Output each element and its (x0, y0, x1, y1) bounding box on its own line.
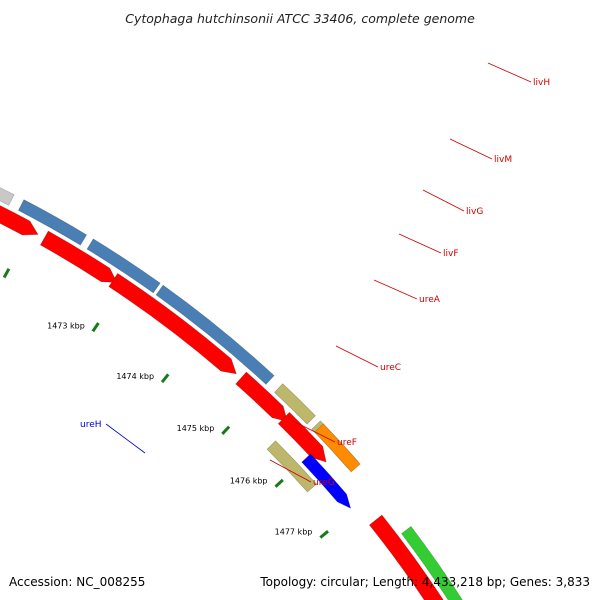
gene-labels: livH livM livG livF ureA ureC ureF ureG ureH (80, 62, 550, 488)
cog-feature[interactable] (86, 238, 161, 294)
gene-leader-line (292, 420, 336, 443)
tick-mark (221, 425, 231, 435)
gene-label-livm[interactable]: livM (494, 155, 512, 165)
gene-label-livg[interactable]: livG (466, 207, 483, 217)
cog-feature[interactable] (401, 525, 466, 600)
genome-summary-text: Topology: circular; Length: 4,433,218 bp… (259, 575, 590, 589)
gene-leader-line (269, 459, 312, 483)
feature-layer (0, 91, 466, 600)
cog-feature[interactable] (0, 151, 15, 206)
tick-mark (274, 478, 284, 488)
gene-leader-line (398, 233, 442, 254)
gene-leader-line (422, 189, 465, 212)
gene-leader-line (335, 345, 379, 368)
tick-mark (91, 322, 100, 333)
accession-text: Accession: NC_008255 (9, 575, 145, 589)
gene-label-livh[interactable]: livH (533, 78, 550, 88)
gene-leader-line (487, 62, 532, 83)
tick-label: 1473 kbp (47, 321, 85, 330)
tick-mark (160, 373, 170, 384)
gene-label-ureg[interactable]: ureG (313, 478, 335, 488)
tick-labels: 1468 kbp1469 kbp1470 kbp1471 kbp1472 kbp… (2, 268, 330, 539)
gene-leader-line (449, 138, 493, 160)
gene-leader-line (373, 279, 418, 300)
tick-label: 1476 kbp (230, 477, 268, 486)
tick-label: 1477 kbp (275, 528, 313, 537)
map-title: Cytophaga hutchinsonii ATCC 33406, compl… (125, 11, 475, 26)
cds-feature[interactable] (108, 272, 237, 375)
cds-feature[interactable] (39, 230, 118, 283)
cds-feature[interactable] (368, 514, 447, 600)
cds-feature[interactable] (235, 371, 288, 422)
tick-label: 1475 kbp (177, 424, 215, 433)
gene-label-urea[interactable]: ureA (419, 295, 441, 305)
cds-feature[interactable] (0, 187, 39, 236)
cog-feature-ureh[interactable] (266, 440, 317, 493)
cog-feature[interactable] (155, 284, 275, 385)
cog-feature[interactable] (314, 423, 361, 473)
tick-label: 1474 kbp (116, 372, 154, 381)
gene-leader-line (105, 423, 146, 454)
tick-mark (2, 268, 11, 279)
cds-feature[interactable] (277, 411, 327, 463)
tick-mark (319, 530, 330, 539)
gene-label-livf[interactable]: livF (443, 249, 459, 259)
gene-label-uref[interactable]: ureF (337, 438, 357, 448)
gene-label-urec[interactable]: ureC (380, 363, 401, 373)
cds-feature-ureh[interactable] (301, 453, 352, 509)
cog-feature[interactable] (274, 383, 316, 425)
cog-feature[interactable] (17, 199, 88, 246)
gene-label-ureh[interactable]: ureH (80, 420, 102, 430)
